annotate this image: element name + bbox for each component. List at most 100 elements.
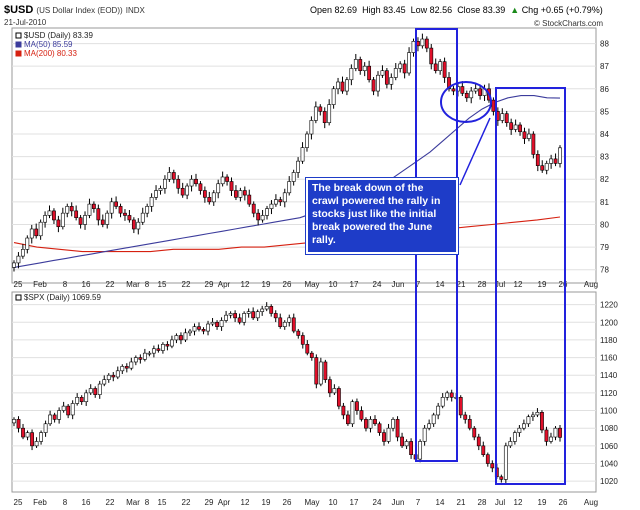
- usd-legend-swatch: [15, 41, 22, 48]
- spx-x-tick-label: 8: [63, 498, 68, 507]
- usd-candle-body: [74, 210, 79, 218]
- usd-candle-body: [407, 52, 411, 74]
- spx-candle-body: [151, 348, 156, 354]
- spx-candle-body: [165, 344, 170, 347]
- usd-candle-body: [442, 61, 447, 78]
- spx-candle-body: [174, 335, 179, 341]
- usd-candle-body: [176, 178, 181, 189]
- spx-candle-body: [246, 311, 251, 314]
- spx-x-tick-label: 26: [283, 498, 292, 507]
- usd-x-tick-label: 22: [106, 280, 115, 289]
- usd-panel: 78 79 80 81 82 83 84 85 86 87 88 $USD (Daily) 83.3…: [11, 27, 609, 284]
- usd-candle-body: [340, 81, 345, 92]
- spx-x-tick-label: 8: [145, 498, 150, 507]
- spx-candle-body: [251, 311, 256, 319]
- usd-candle-body: [544, 163, 549, 171]
- spx-candle-body: [499, 476, 504, 480]
- usd-candle-body: [247, 194, 252, 205]
- usd-candle-body: [118, 206, 123, 214]
- usd-candle-body: [211, 192, 216, 203]
- usd-candle-body: [398, 63, 403, 69]
- usd-candle-body: [424, 38, 429, 49]
- usd-candle-body: [43, 215, 47, 223]
- spx-x-tick-label: Jun: [392, 498, 405, 507]
- usd-y-tick-label: 83: [600, 153, 609, 162]
- usd-candle-body: [87, 203, 92, 216]
- symbol-title: $USD (US Dollar Index (EOD)) INDX: [4, 4, 145, 16]
- spx-candle-body: [300, 335, 305, 345]
- spx-candle-body: [97, 383, 102, 395]
- spx-x-tick-label: 22: [106, 498, 115, 507]
- spx-candle-body: [102, 379, 107, 385]
- usd-candle-body: [322, 111, 327, 124]
- usd-candle-body: [123, 212, 127, 216]
- spx-candle-body: [418, 441, 423, 460]
- spx-candle-body: [88, 388, 93, 394]
- spx-y-tick-label: 1160: [600, 354, 618, 363]
- usd-candle-body: [194, 178, 198, 185]
- usd-candle-body: [313, 106, 318, 121]
- usd-legend-label: MA(200) 80.33: [24, 49, 77, 58]
- usd-candle-body: [251, 203, 256, 214]
- usd-x-tick-label: May: [304, 280, 319, 289]
- usd-candle-body: [464, 93, 469, 99]
- spx-y-tick-label: 1220: [600, 301, 618, 310]
- july-highlight-box: [495, 87, 566, 485]
- spx-x-tick-label: May: [304, 498, 319, 507]
- usd-candle-body: [274, 199, 278, 205]
- spx-x-tick-label: 15: [158, 498, 167, 507]
- usd-candle-body: [29, 228, 34, 239]
- spx-candle-body: [535, 412, 540, 416]
- spx-candle-body: [323, 361, 328, 380]
- usd-candle-body: [92, 203, 96, 209]
- usd-candle-body: [540, 165, 545, 171]
- usd-candle-body: [109, 201, 114, 214]
- usd-candle-body: [207, 197, 212, 203]
- usd-candle-body: [278, 199, 283, 203]
- spx-candle-body: [111, 374, 116, 378]
- spx-candle-body: [485, 454, 490, 464]
- usd-candle-body: [47, 210, 52, 216]
- usd-candle-body: [305, 133, 309, 148]
- spx-candle-body: [52, 414, 57, 420]
- usd-x-tick-label: 28: [478, 280, 487, 289]
- spx-x-axis: 25 Feb 8 16 22 Mar 8 15 22 29 Apr 12 19 26 May 10 17 24 Ju…: [14, 498, 599, 507]
- spx-legend: $SPX (Daily) 1069.59: [15, 293, 101, 302]
- usd-candle-body: [531, 133, 536, 155]
- usd-candle-body: [60, 212, 65, 228]
- usd-candle-body: [349, 68, 354, 81]
- spx-candle-body: [350, 401, 355, 425]
- spx-candle-body: [391, 419, 395, 429]
- usd-candle-body: [185, 185, 190, 196]
- spx-legend-swatch: [15, 294, 22, 301]
- usd-x-tick-label: Mar: [126, 280, 140, 289]
- usd-x-tick-label: 19: [538, 280, 547, 289]
- usd-y-tick-label: 87: [600, 62, 609, 71]
- usd-candle-body: [504, 113, 509, 124]
- usd-candle-body: [518, 124, 522, 133]
- spx-candle-body: [161, 344, 165, 351]
- usd-candle-body: [358, 59, 363, 72]
- spx-candle-body: [440, 396, 445, 407]
- usd-candle-body: [553, 158, 558, 164]
- usd-y-tick-label: 79: [600, 243, 609, 252]
- spx-y-tick-label: 1180: [600, 336, 618, 345]
- spx-y-tick-label: 1020: [600, 477, 618, 486]
- usd-candle-body: [34, 228, 39, 237]
- spx-candle-body: [431, 414, 436, 425]
- usd-candle-body: [376, 74, 380, 92]
- usd-y-tick-label: 88: [600, 40, 609, 49]
- usd-candle-body: [327, 104, 332, 124]
- usd-x-tick-label: 8: [63, 280, 68, 289]
- usd-candle-body: [429, 47, 434, 65]
- spx-x-tick-label: 26: [559, 498, 568, 507]
- usd-candle-body: [25, 237, 30, 250]
- symbol-label: $USD: [4, 4, 34, 16]
- usd-candle-body: [393, 68, 398, 78]
- low-value: Low 82.56: [410, 5, 453, 15]
- usd-candle-body: [154, 190, 158, 198]
- usd-candle-body: [202, 190, 207, 198]
- spx-candle-body: [106, 374, 111, 380]
- usd-candle-body: [16, 255, 21, 264]
